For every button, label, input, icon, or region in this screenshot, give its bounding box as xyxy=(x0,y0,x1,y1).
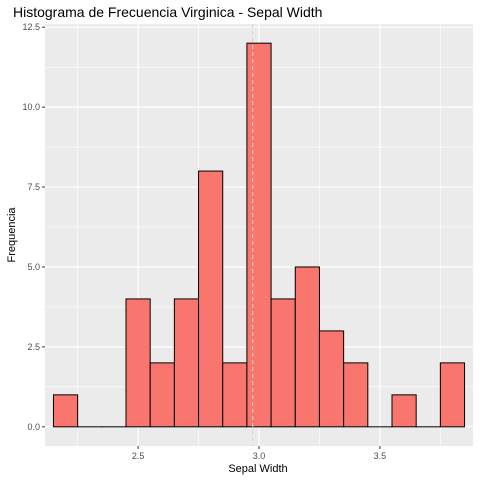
histogram-bar xyxy=(52,394,79,428)
histogram-bar xyxy=(439,362,466,428)
histogram-bar xyxy=(391,394,417,428)
y-tick-label: 0.0 xyxy=(27,422,40,432)
x-tick-label: 3.5 xyxy=(374,451,387,461)
histogram-bar xyxy=(173,298,200,428)
histogram-bar xyxy=(222,362,248,428)
histogram-bar xyxy=(343,362,369,428)
x-tick-label: 3.0 xyxy=(253,451,266,461)
histogram-bar xyxy=(270,298,296,428)
x-axis-title: Sepal Width xyxy=(228,463,287,475)
x-tick-label: 2.5 xyxy=(132,451,145,461)
histogram-bar xyxy=(294,266,320,428)
y-axis-title: Frequencia xyxy=(6,207,18,263)
histogram-bar xyxy=(125,298,151,428)
y-tick-label: 2.5 xyxy=(27,342,40,352)
y-tick-label: 12.5 xyxy=(22,22,40,32)
histogram-bar xyxy=(149,362,175,428)
histogram-bar xyxy=(198,170,224,428)
histogram-bar xyxy=(318,330,345,428)
y-tick-label: 5.0 xyxy=(27,262,40,272)
y-tick-label: 10.0 xyxy=(22,102,40,112)
chart-title: Histograma de Frecuencia Virginica - Sep… xyxy=(13,4,322,20)
histogram-bar xyxy=(246,42,272,428)
y-tick-label: 7.5 xyxy=(27,182,40,192)
plot-panel: 0.0 2.5 5.0 7.5 10.0 12.5 2.5 3.0 3.5 xyxy=(22,22,473,461)
